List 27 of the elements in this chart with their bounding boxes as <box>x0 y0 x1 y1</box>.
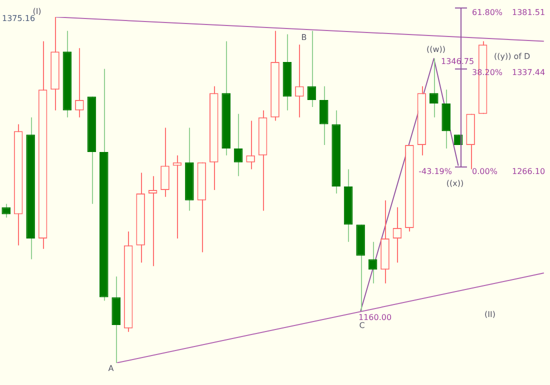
candlestick <box>319 86 328 146</box>
candlestick <box>295 44 304 118</box>
annotation: 1375.16 <box>2 14 36 24</box>
text: A <box>108 364 114 374</box>
text: (I) <box>32 7 42 16</box>
annotation: -43.19% <box>418 167 452 176</box>
annotation: ((x)) <box>446 179 464 188</box>
candlestick <box>246 120 255 170</box>
annotation: B <box>301 33 307 42</box>
annotation: 61.80% <box>472 8 503 18</box>
annotation: 1381.51 <box>512 8 546 18</box>
annotation: ((y)) of D <box>494 52 530 62</box>
annotation: 1160.00 <box>358 313 392 322</box>
candlestick <box>234 113 243 177</box>
annotation: (II) <box>484 310 496 320</box>
annotation: 1337.44 <box>512 68 546 78</box>
candlestick <box>307 30 316 108</box>
annotation: C <box>359 321 366 330</box>
candlestick <box>2 203 11 218</box>
annotation: 0.00% <box>472 167 498 176</box>
candlestick <box>429 58 438 118</box>
annotation: ((w)) <box>426 45 446 54</box>
candlestick <box>368 241 378 284</box>
annotation: 1266.10 <box>512 167 546 176</box>
candlestick <box>160 127 170 198</box>
candlestick <box>172 154 182 239</box>
candlestick <box>148 176 158 267</box>
